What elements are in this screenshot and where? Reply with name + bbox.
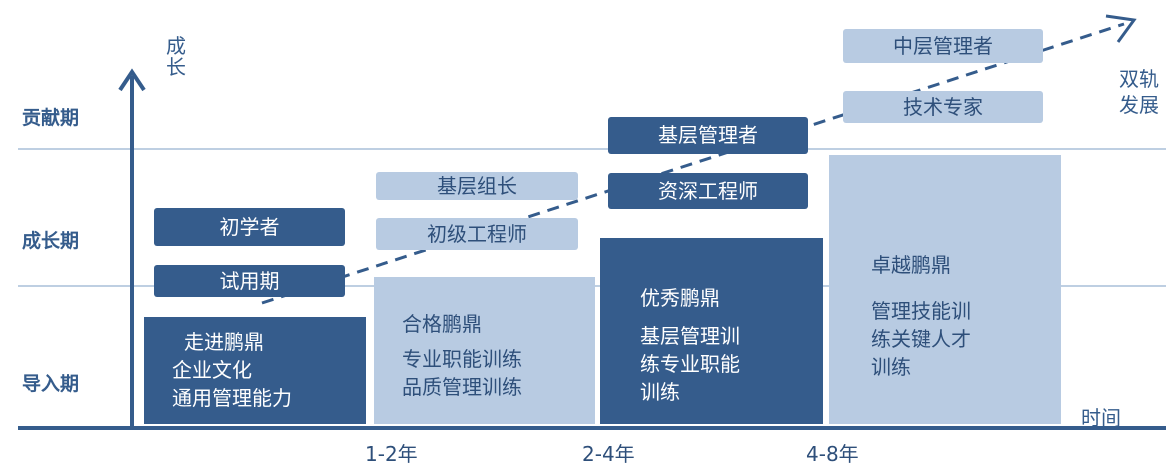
tick-label-2-4: 2-4年	[582, 442, 635, 463]
y-axis-arrowhead	[118, 68, 146, 92]
growth-trend-line	[261, 22, 1125, 305]
column-qualified-line-2: 专业职能训练	[402, 347, 522, 371]
role-junior-engineer: 初级工程师	[376, 218, 578, 250]
role-tech-expert: 技术专家	[843, 91, 1043, 123]
column-induction-line-3: 通用管理能力	[172, 386, 292, 410]
column-qualified-line-3: 品质管理训练	[402, 375, 522, 399]
stage-label-contribution: 贡献期	[22, 107, 80, 129]
role-team-leader: 基层组长	[376, 172, 578, 200]
dual-track-label-line1: 双轨	[1119, 67, 1159, 91]
role-middle-manager: 中层管理者	[843, 29, 1043, 63]
column-induction-line-2: 企业文化	[172, 358, 252, 382]
column-excellent-line-2: 练专业职能	[640, 352, 740, 376]
column-induction: 走进鹏鼎 企业文化 通用管理能力	[144, 317, 366, 424]
tick-label-4-8: 4-8年	[806, 442, 859, 463]
column-excellent-line-3: 训练	[640, 380, 680, 404]
column-excellent: 优秀鹏鼎 基层管理训 练专业职能 训练	[600, 238, 823, 424]
column-outstanding-line-2: 练关键人才	[871, 327, 971, 351]
dual-track-label-line2: 发展	[1119, 93, 1159, 117]
growth-trend-arrowhead	[1105, 14, 1137, 43]
tick-label-1-2: 1-2年	[365, 442, 418, 463]
y-axis-label: 成长	[166, 34, 186, 79]
column-outstanding-line-3: 训练	[871, 355, 911, 379]
column-excellent-line-1: 基层管理训	[640, 324, 740, 348]
column-outstanding-line-1: 管理技能训	[871, 299, 971, 323]
stage-label-growth: 成长期	[22, 230, 80, 252]
role-first-line-manager: 基层管理者	[608, 117, 808, 154]
dual-track-label: 双轨 发展	[1119, 66, 1159, 118]
stage-label-induction: 导入期	[22, 373, 80, 395]
column-outstanding-heading: 卓越鹏鼎	[871, 253, 951, 277]
role-senior-engineer: 资深工程师	[608, 173, 808, 209]
column-outstanding: 卓越鹏鼎 管理技能训 练关键人才 训练	[829, 155, 1061, 424]
column-qualified: 合格鹏鼎 专业职能训练 品质管理训练	[374, 277, 595, 424]
x-axis-label: 时间	[1081, 406, 1121, 430]
column-excellent-heading: 优秀鹏鼎	[640, 286, 720, 310]
column-induction-line-1: 走进鹏鼎	[184, 330, 264, 354]
column-qualified-line-1: 合格鹏鼎	[402, 312, 482, 336]
role-trial-period: 试用期	[154, 265, 345, 297]
role-beginner: 初学者	[154, 208, 345, 246]
